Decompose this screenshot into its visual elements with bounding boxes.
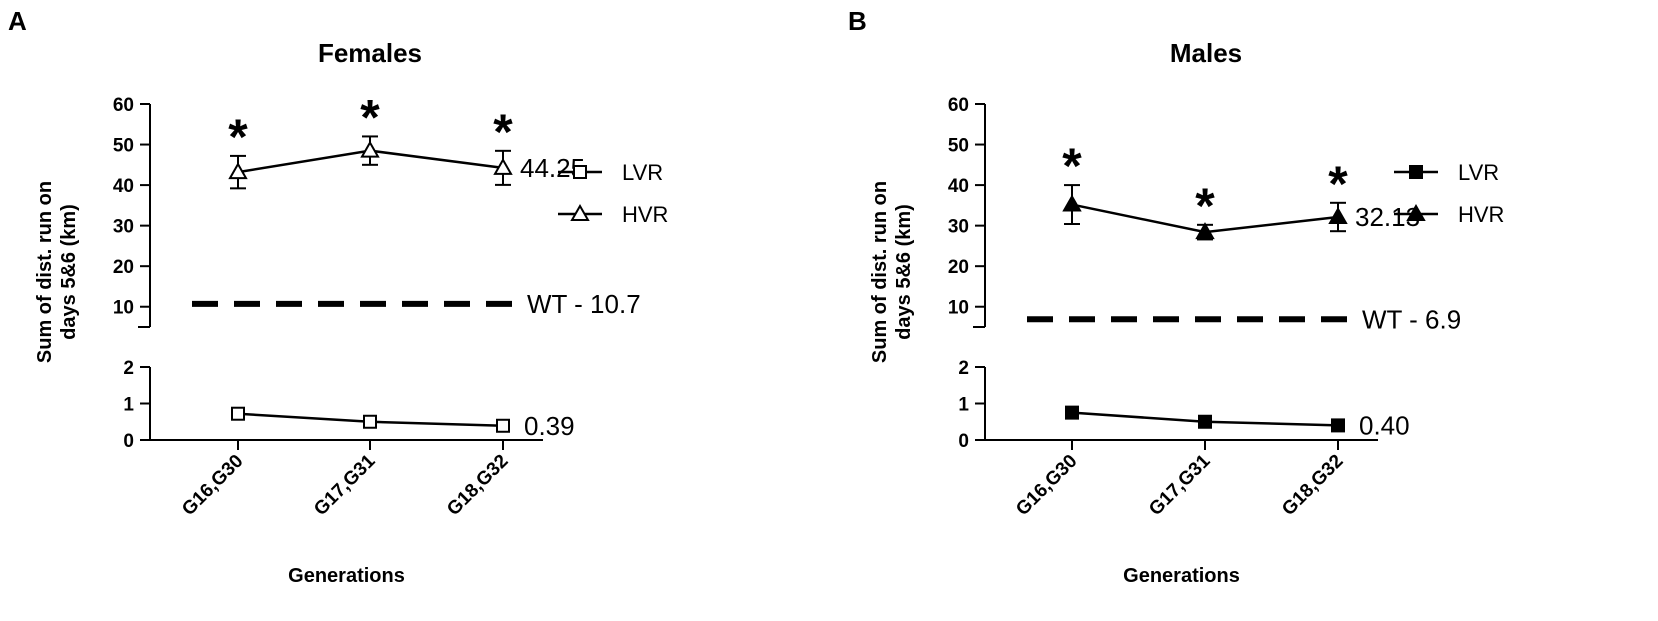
x-axis-label: Generations [288,565,405,587]
lvr-point [1198,414,1212,429]
y-tick-label: 40 [113,176,134,197]
y-tick-label: 2 [123,358,134,379]
y-tick-label: 30 [113,217,134,238]
lvr-point [363,414,377,429]
significance-star: * [1062,138,1082,194]
y-tick-label: 40 [948,176,969,197]
y-axis-label: Sum of dist. run on [34,181,56,363]
y-tick-label: 1 [123,395,134,416]
x-tick-label: G16,G30 [1012,451,1081,520]
hvr-point [360,140,380,158]
y-tick-label: 50 [113,136,134,157]
y-tick-label: 1 [958,395,969,416]
y-tick-label: 2 [958,358,969,379]
x-tick-label: G17,G31 [1145,450,1215,520]
wt-label: WT - 6.9 [1362,304,1461,334]
x-tick-label: G18,G32 [443,451,512,520]
significance-star: * [493,104,513,160]
hvr-point [1328,206,1348,225]
y-tick-label: 60 [113,95,134,116]
lvr-point [231,406,245,421]
wt-label: WT - 10.7 [527,289,641,319]
y-tick-label: 20 [948,257,969,278]
x-tick-label: G17,G31 [310,450,380,520]
y-tick-label: 10 [948,298,969,319]
y-tick-label: 0 [123,431,134,452]
lvr-point [496,418,510,433]
y-tick-label: 30 [948,217,969,238]
legend-marker [570,203,590,221]
hvr-point [228,162,248,180]
hvr-point [493,157,513,175]
x-tick-label: G18,G32 [1278,451,1347,520]
y-tick-label: 20 [113,257,134,278]
significance-star: * [1195,178,1215,234]
legend-label: LVR [1458,160,1499,185]
lvr-end-value: 0.40 [1359,410,1410,440]
panel-letter: A [8,6,27,36]
y-axis-label: Sum of dist. run on [869,181,891,363]
lvr-point [1331,418,1345,433]
significance-star: * [360,89,380,145]
legend-label: HVR [1458,202,1504,227]
lvr-point [1065,405,1079,420]
significance-star: * [1328,156,1348,212]
legend-marker [1406,203,1426,221]
significance-star: * [228,109,248,165]
hvr-point [1195,222,1215,240]
x-tick-label: G16,G30 [178,451,247,520]
panel-letter: B [848,6,867,36]
lvr-end-value: 0.39 [524,411,575,441]
y-tick-label: 0 [958,431,969,452]
y-tick-label: 50 [948,136,969,157]
y-tick-label: 60 [948,95,969,116]
y-axis-label: days 5&6 (km) [893,204,915,340]
chart-title: Males [1170,38,1242,68]
hvr-point [1062,194,1082,212]
chart-title: Females [318,38,422,68]
y-tick-label: 10 [113,298,134,319]
legend-label: HVR [622,202,668,227]
y-axis-label: days 5&6 (km) [58,204,80,340]
legend-marker [1409,165,1423,179]
x-axis-label: Generations [1123,565,1240,587]
legend-marker [573,165,587,179]
legend-label: LVR [622,160,663,185]
